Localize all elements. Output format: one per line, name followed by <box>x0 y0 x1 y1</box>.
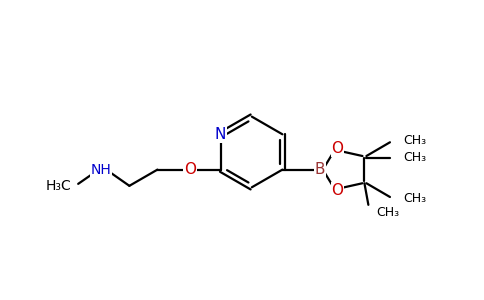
Text: O: O <box>332 141 343 156</box>
Text: NH: NH <box>91 163 112 177</box>
Text: H₃C: H₃C <box>45 179 71 193</box>
Text: CH₃: CH₃ <box>404 192 427 206</box>
Text: CH₃: CH₃ <box>404 152 427 164</box>
Text: CH₃: CH₃ <box>376 206 399 219</box>
Text: B: B <box>315 162 325 177</box>
Text: N: N <box>214 127 226 142</box>
Text: CH₃: CH₃ <box>404 134 427 147</box>
Text: O: O <box>332 183 343 198</box>
Text: O: O <box>184 162 196 177</box>
